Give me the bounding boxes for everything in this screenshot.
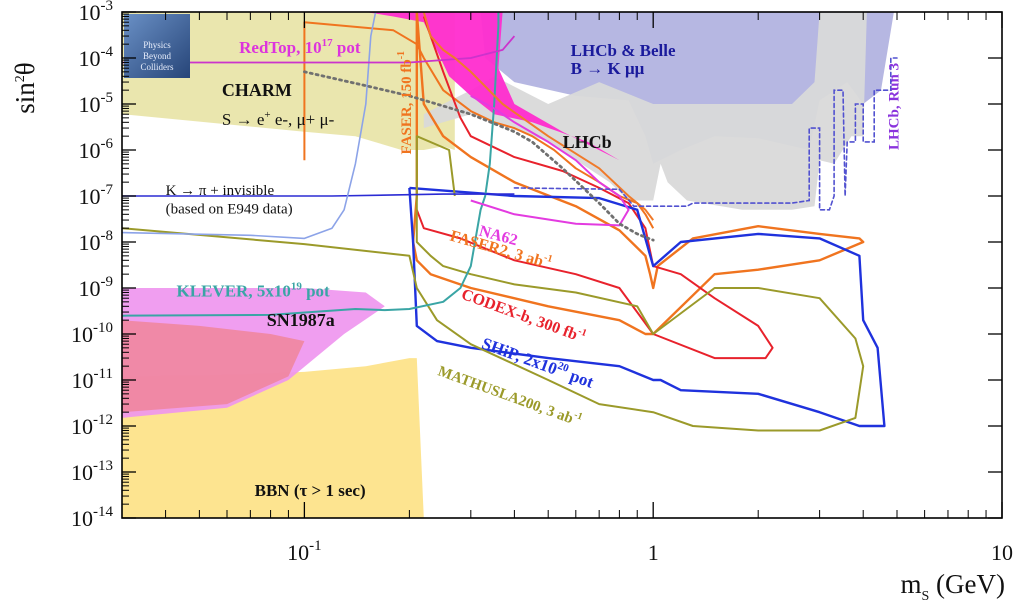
curve-lightblue — [122, 12, 377, 240]
y-tick-label: 10-10 — [71, 320, 113, 347]
label-redtop: RedTop, 1017 pot — [239, 37, 361, 57]
y-tick-label: 10-14 — [71, 504, 113, 531]
y-tick-label: 10-9 — [79, 274, 114, 301]
curve-klever — [122, 12, 500, 317]
label-lhcb_run3: LHCb, Run 3 — [887, 63, 903, 150]
region-redtop_fill — [365, 12, 620, 161]
logo-line-1: Physics — [143, 40, 171, 50]
label-charm: CHARM — [222, 80, 292, 100]
curve-redtop — [122, 35, 516, 64]
curve-mathusla — [122, 135, 865, 432]
y-tick-label: 10-6 — [79, 136, 114, 163]
label-charm_proc: S → e+ e-, μ+ μ- — [222, 109, 335, 129]
x-tick-label: 10-1 — [287, 538, 322, 565]
x-tick-label: 1 — [648, 540, 659, 565]
label-sn: SN1987a — [267, 310, 335, 330]
logo-line-3: Colliders — [141, 62, 174, 72]
label-k_pi2: (based on E949 data) — [166, 201, 293, 217]
y-tick-label: 10-7 — [79, 182, 114, 209]
curve-faser_red — [303, 21, 655, 229]
x-tick-label: 10 — [991, 540, 1013, 565]
label-bbn: BBN (τ > 1 sec) — [255, 481, 366, 500]
region-charm — [122, 12, 455, 150]
curve-dotted_gray — [302, 70, 655, 242]
label-lhcb: LHCb — [563, 132, 612, 152]
y-tick-label: 10-3 — [79, 0, 114, 25]
label-k_pi1: K → π + invisible — [166, 183, 275, 199]
curve-k_pi — [122, 193, 515, 197]
curve-faser_upper — [422, 12, 654, 221]
y-tick-label: 10-4 — [79, 44, 114, 71]
curve-lhcb_run3 — [513, 57, 898, 211]
curve-codex — [415, 16, 774, 360]
label-faser: FASER, 150 fb-1 — [396, 51, 415, 155]
region-lhcb — [423, 12, 867, 210]
label-klever: KLEVER, 5x1019 pot — [177, 281, 331, 301]
label-lhcb_belle2: B → K μμ — [571, 59, 645, 78]
y-tick-label: 10-13 — [71, 458, 113, 485]
curve-ship — [408, 186, 886, 428]
y-tick-label: 10-12 — [71, 412, 113, 439]
y-tick-label: 10-11 — [72, 366, 113, 393]
x-axis-label: mS (GeV) — [900, 569, 1005, 604]
y-tick-label: 10-5 — [79, 90, 114, 117]
logo-line-2: Beyond — [143, 51, 171, 61]
y-axis-label: sin2θ — [10, 62, 40, 113]
plot-frame — [121, 11, 1003, 519]
region-sn_inner — [122, 320, 305, 413]
label-lhcb_belle1: LHCb & Belle — [571, 41, 676, 60]
physics-beyond-colliders-logo: Physics Beyond Colliders — [124, 14, 190, 78]
y-tick-label: 10-8 — [79, 228, 114, 255]
